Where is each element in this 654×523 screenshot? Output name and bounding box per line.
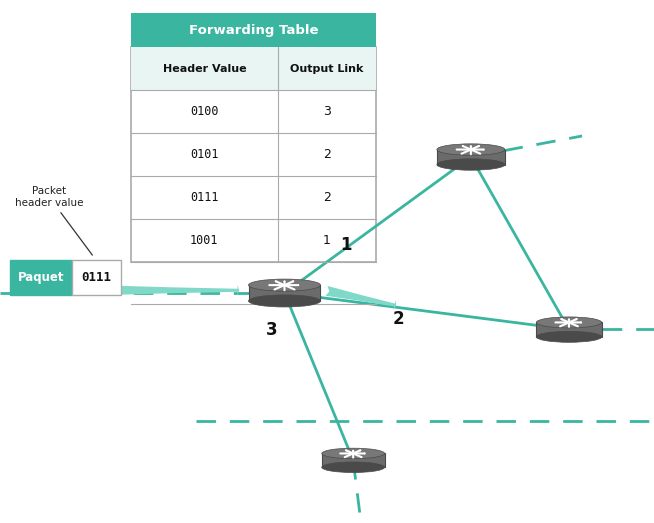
Ellipse shape: [536, 317, 602, 328]
Text: 2: 2: [392, 310, 404, 328]
Text: 0101: 0101: [190, 148, 218, 161]
Text: Packet
header value: Packet header value: [15, 186, 92, 255]
Text: Header Value: Header Value: [163, 63, 246, 74]
Polygon shape: [437, 150, 505, 165]
FancyBboxPatch shape: [131, 13, 376, 47]
Ellipse shape: [437, 144, 505, 155]
Ellipse shape: [437, 159, 505, 170]
Text: 3: 3: [323, 105, 331, 118]
Polygon shape: [322, 453, 385, 467]
Text: 1: 1: [340, 235, 351, 254]
Polygon shape: [137, 256, 370, 262]
Text: 0111: 0111: [82, 271, 111, 284]
Text: 2: 2: [323, 191, 331, 203]
Ellipse shape: [249, 279, 320, 291]
Text: 3: 3: [266, 321, 277, 339]
Text: Output Link: Output Link: [290, 63, 364, 74]
Text: Forwarding Table: Forwarding Table: [188, 24, 318, 37]
Ellipse shape: [249, 295, 320, 307]
FancyBboxPatch shape: [72, 260, 121, 295]
Text: Paquet: Paquet: [18, 271, 64, 284]
Polygon shape: [249, 285, 320, 301]
FancyBboxPatch shape: [131, 47, 376, 90]
Text: 2: 2: [323, 148, 331, 161]
Text: 1: 1: [323, 234, 331, 246]
FancyBboxPatch shape: [131, 47, 376, 262]
FancyBboxPatch shape: [10, 260, 72, 295]
Text: 0111: 0111: [190, 191, 218, 203]
Polygon shape: [536, 322, 602, 337]
Ellipse shape: [536, 332, 602, 343]
Ellipse shape: [322, 448, 385, 459]
Text: 1001: 1001: [190, 234, 218, 246]
Text: 0100: 0100: [190, 105, 218, 118]
Ellipse shape: [322, 462, 385, 473]
